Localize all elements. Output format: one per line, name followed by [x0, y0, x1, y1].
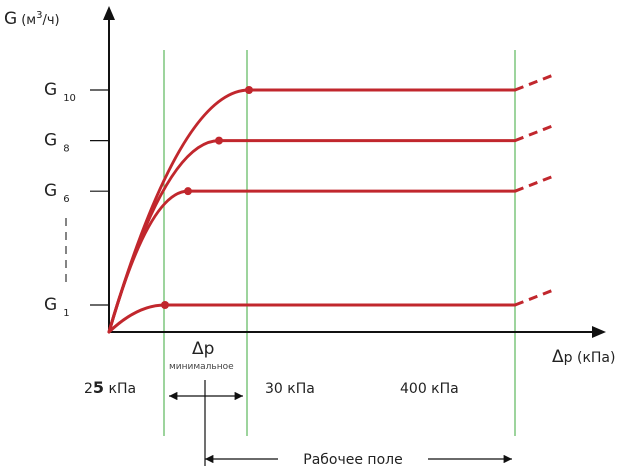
x-tick-label-2: 30 кПа — [265, 381, 315, 397]
delta-p-min-label: минимальное — [169, 362, 234, 372]
series-knee-point-8 — [215, 136, 223, 145]
series-line-1 — [107, 303, 517, 334]
series-extension-8 — [514, 123, 557, 142]
x-axis-title: Δp (кПа) — [552, 347, 615, 367]
x-tick-label-1: 25 кПа — [84, 378, 136, 397]
series-curves — [107, 72, 557, 334]
y-tick-labels: G 10 G 8 G 6 G 1 — [44, 80, 109, 319]
y-axis-arrow — [103, 6, 115, 20]
series-line-10 — [107, 88, 517, 334]
x-tick-labels: 25 кПа 30 кПа 400 кПа — [84, 378, 459, 397]
series-extension-1 — [514, 287, 557, 307]
series-extension-6 — [514, 173, 557, 193]
working-field-label: Рабочее поле — [303, 452, 402, 468]
series-extension-10 — [514, 72, 557, 92]
series-knee-point-10 — [245, 86, 253, 94]
series-line-6 — [107, 189, 517, 334]
series-knee-point-1 — [161, 301, 169, 309]
x-tick-label-3: 400 кПа — [400, 381, 459, 397]
delta-p-label: Δp — [192, 339, 214, 359]
y-axis-title: G (м3/ч) — [4, 9, 60, 29]
series-knee-point-6 — [184, 187, 192, 196]
x-axis-arrow — [592, 326, 606, 338]
y-tick-label-10: G 10 — [44, 80, 76, 104]
vertical-guide-lines — [163, 50, 516, 436]
